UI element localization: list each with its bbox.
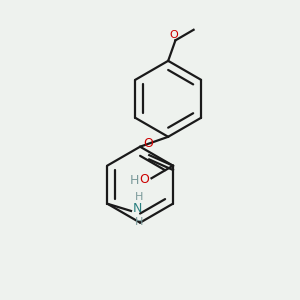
- Text: O: O: [143, 137, 153, 150]
- Text: H: H: [135, 217, 143, 227]
- Text: O: O: [139, 173, 149, 186]
- Text: N: N: [133, 202, 142, 215]
- Text: O: O: [170, 30, 178, 40]
- Text: H: H: [135, 192, 143, 202]
- Text: H: H: [130, 174, 139, 188]
